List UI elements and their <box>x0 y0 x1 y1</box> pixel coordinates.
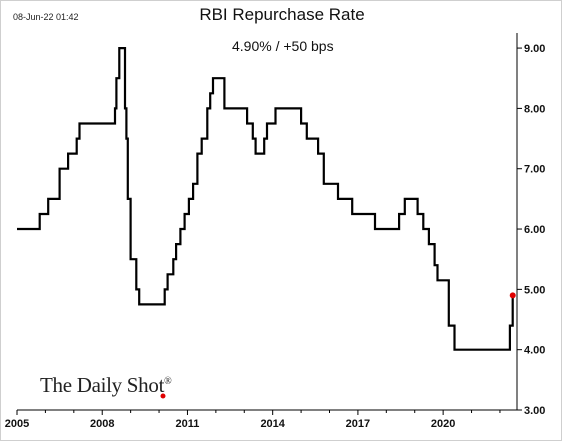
chart-title: RBI Repurchase Rate <box>199 5 365 24</box>
rate-annotation: 4.90% / +50 bps <box>232 38 334 54</box>
series-layer <box>17 47 516 399</box>
x-tick-label: 2014 <box>260 418 285 430</box>
y-tick-label: 6.00 <box>524 224 545 236</box>
y-tick-label: 9.00 <box>524 43 545 55</box>
y-tick-label: 3.00 <box>524 405 545 417</box>
rate-series-line <box>17 47 514 351</box>
x-tick-label: 2017 <box>346 418 370 430</box>
last-value-marker <box>509 292 516 299</box>
y-tick-label: 8.00 <box>524 103 545 115</box>
timestamp: 08-Jun-22 01:42 <box>13 12 79 22</box>
daily-shot-logo: The Daily Shot® <box>40 373 172 398</box>
logo-text: The Daily Shot <box>40 373 165 397</box>
x-tick-label: 2005 <box>5 418 29 430</box>
y-tick-label: 4.00 <box>524 345 545 357</box>
x-tick-label: 2020 <box>431 418 455 430</box>
y-tick-label: 5.00 <box>524 284 545 296</box>
x-tick-label: 2008 <box>90 418 114 430</box>
logo-registered-mark: ® <box>164 376 172 387</box>
axes: 2005 2008 2011 2014 2017 2020 3.00 4.00 5.00 6.00… <box>5 33 545 430</box>
y-tick-label: 7.00 <box>524 164 545 176</box>
x-tick-label: 2011 <box>176 418 200 430</box>
logo-red-dot <box>160 393 166 399</box>
